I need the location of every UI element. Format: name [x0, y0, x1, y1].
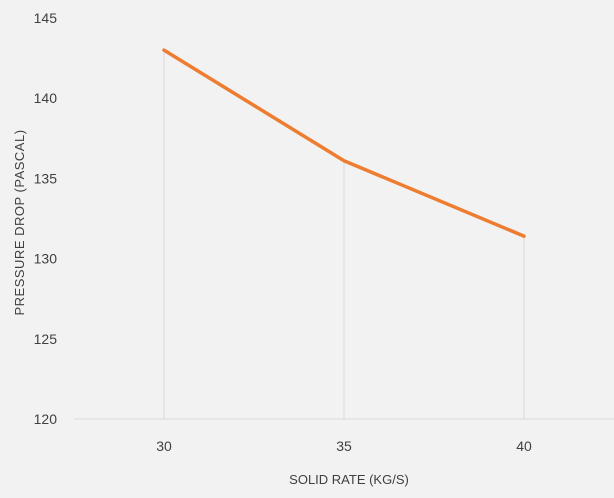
x-tick-label: 30 — [156, 438, 172, 454]
series-line — [162, 48, 526, 238]
y-tick-label: 130 — [34, 251, 58, 267]
x-tick-labels: 30 35 40 — [156, 438, 532, 454]
x-tick-label: 35 — [336, 438, 352, 454]
y-tick-label: 125 — [34, 331, 58, 347]
x-axis-title: SOLID RATE (KG/S) — [289, 472, 409, 487]
y-tick-label: 145 — [34, 10, 58, 26]
y-tick-labels: 120 125 130 135 140 145 — [34, 10, 58, 427]
y-tick-label: 135 — [34, 170, 58, 186]
y-tick-label: 140 — [34, 90, 58, 106]
y-tick-label: 120 — [34, 411, 58, 427]
drop-lines — [163, 50, 525, 419]
series-group — [162, 48, 526, 238]
x-tick-label: 40 — [516, 438, 532, 454]
y-axis-title: PRESSURE DROP (PASCAL) — [12, 129, 27, 315]
